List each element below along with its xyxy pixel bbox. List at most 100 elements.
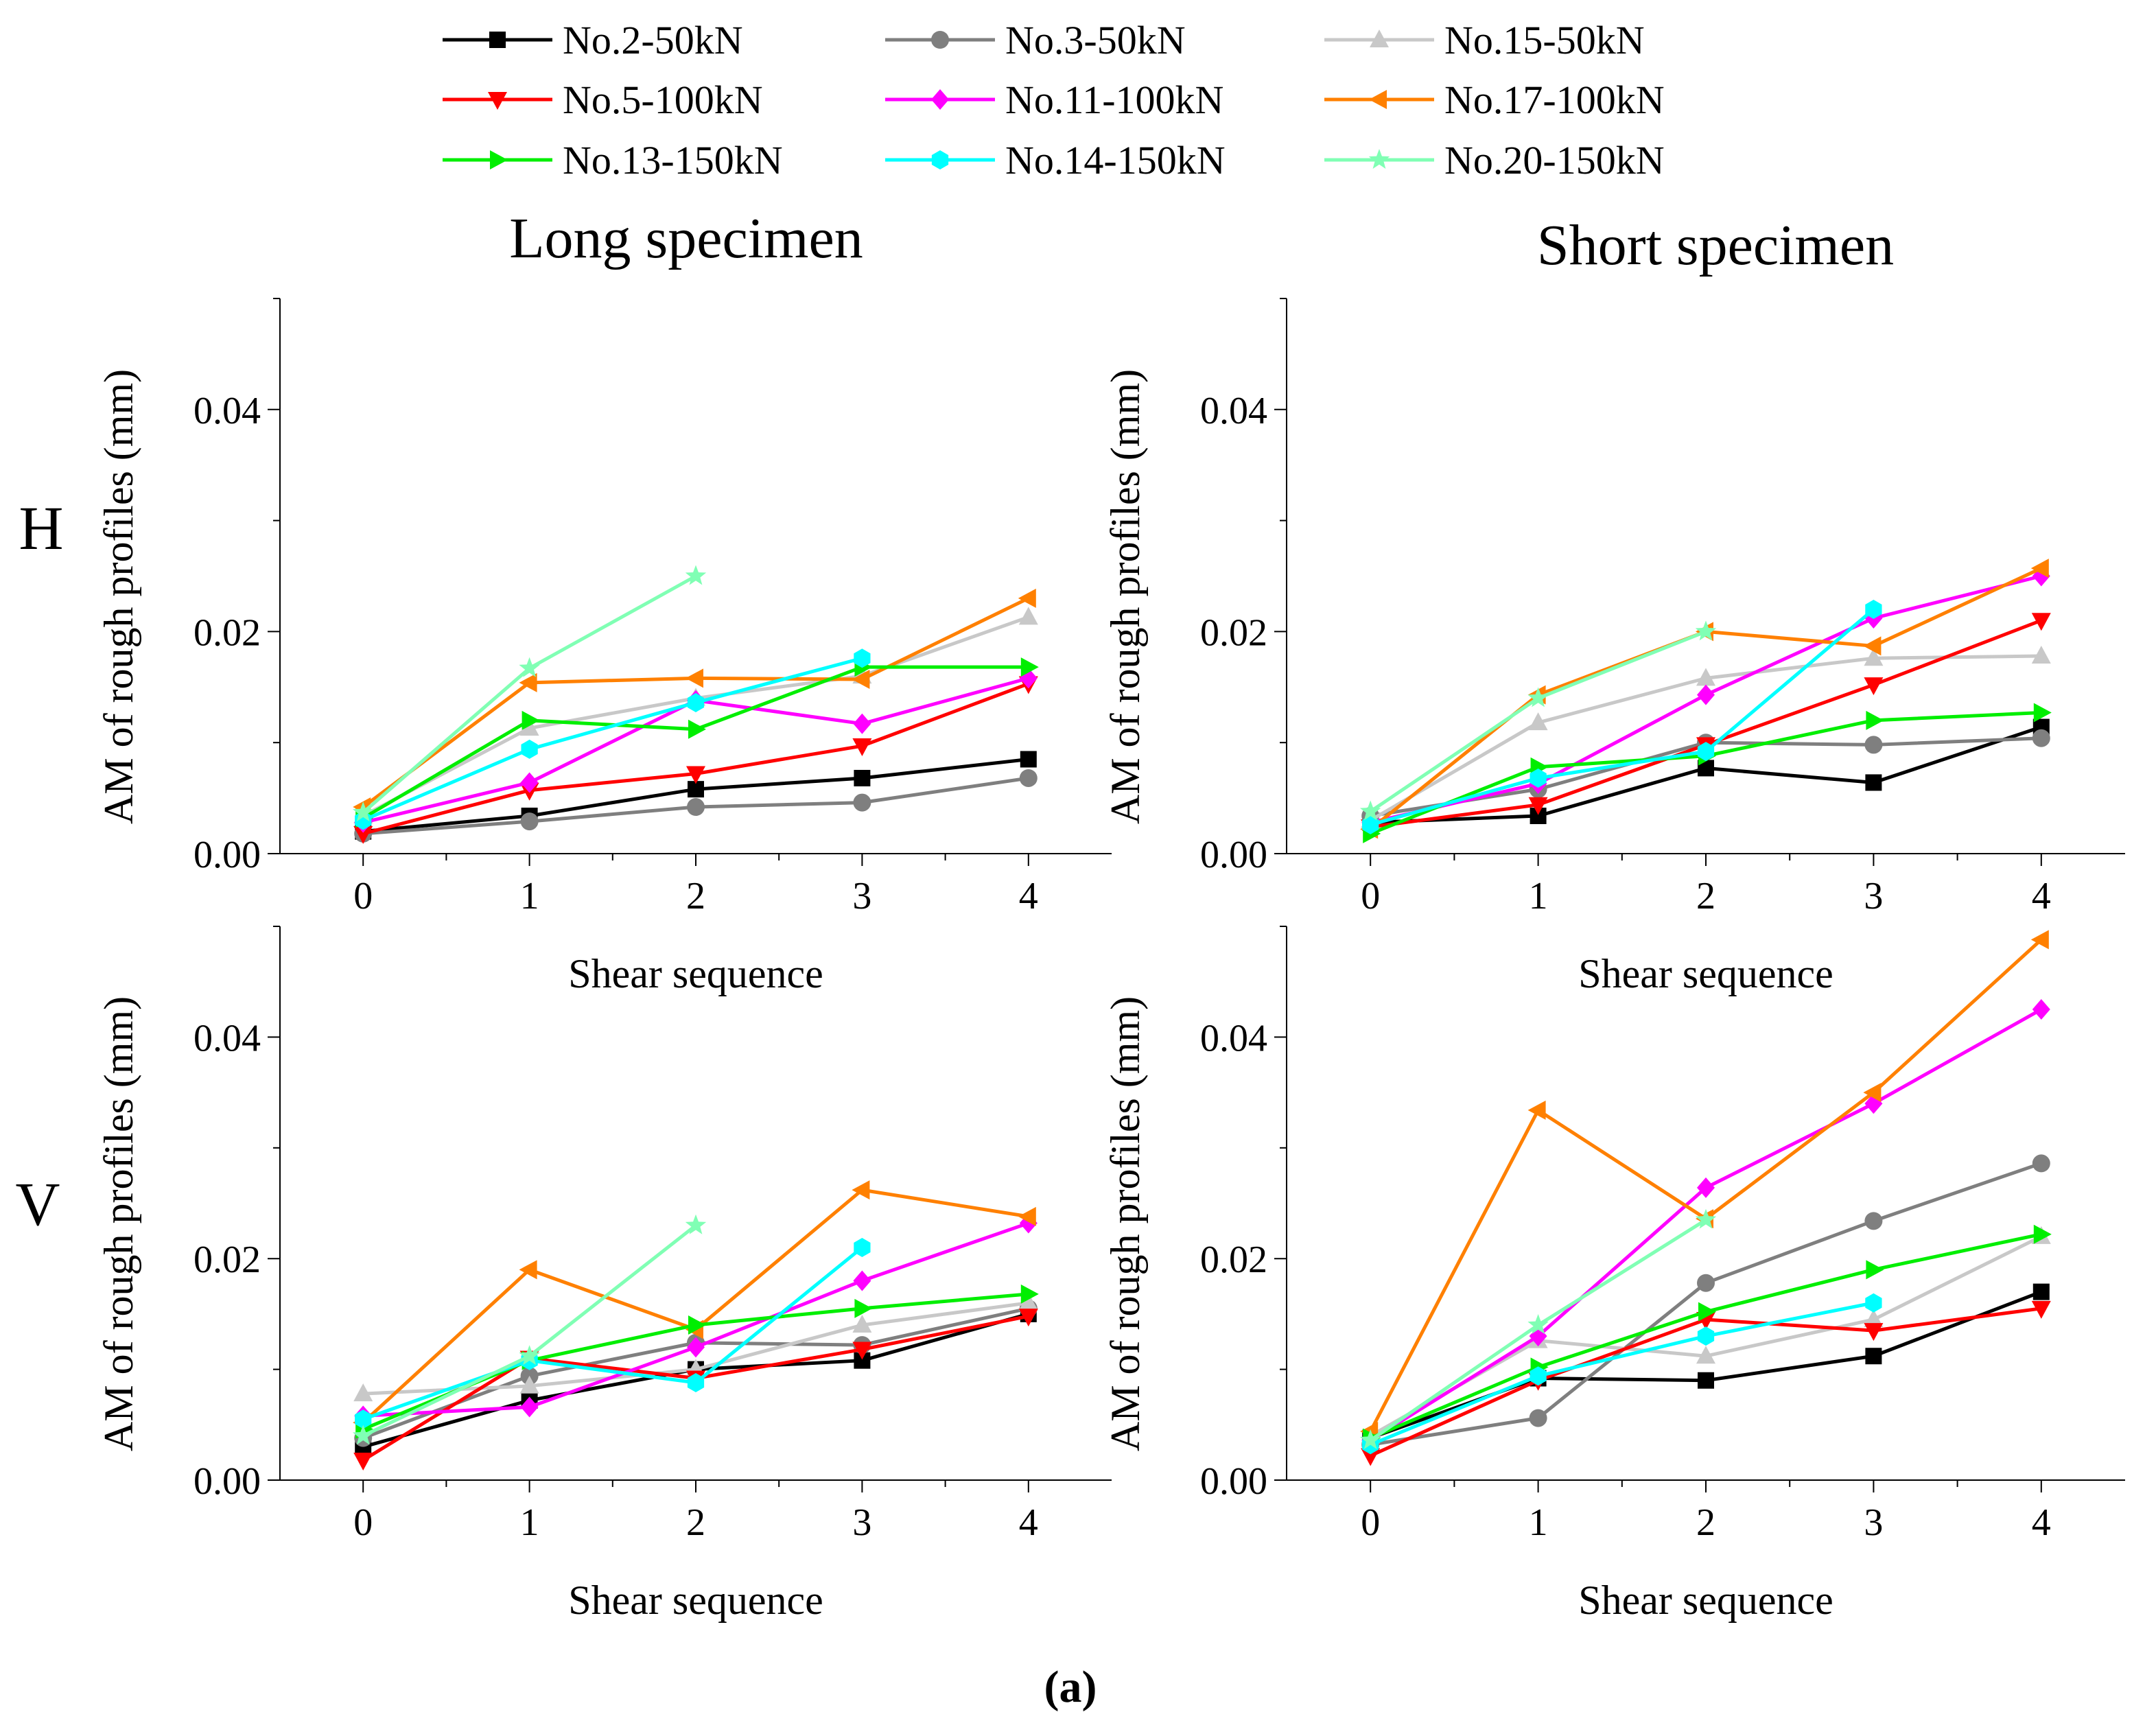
long-v-point-s20-1 (519, 1345, 540, 1366)
short-h-series-s14 (1362, 600, 1882, 834)
legend-marker-s17 (1369, 90, 1387, 109)
short-h-point-s15-4 (2031, 645, 2051, 664)
long-v-point-s20-2 (685, 1214, 707, 1234)
long-h-point-s14-3 (854, 648, 871, 668)
long-v-xtick-label: 3 (852, 1501, 871, 1544)
short-v-point-s17-3 (1863, 1083, 1882, 1103)
short-v-ytick-label: 0.02 (1200, 1239, 1267, 1281)
long-h-point-s13-1 (522, 710, 540, 730)
long-h-point-s20-1 (519, 657, 540, 677)
short-v-xtick-label: 0 (1361, 1501, 1380, 1544)
long-v-point-s17-1 (519, 1260, 537, 1280)
long-h-point-s13-2 (688, 719, 706, 739)
legend-item-s15: No.15-50kN (1324, 18, 1645, 62)
long-h-point-s5-0 (353, 825, 373, 844)
short-h-xtick-label: 3 (1864, 875, 1883, 917)
short-v-xtick-label: 1 (1529, 1501, 1548, 1544)
legend-item-s13: No.13-150kN (443, 138, 783, 183)
legend-marker-s15 (1370, 30, 1389, 47)
long-h-point-s14-1 (521, 739, 538, 759)
legend-marker-s13 (490, 150, 508, 169)
short-v-series-s20 (1359, 1208, 1717, 1449)
long-h-point-s15-1 (519, 718, 539, 736)
long-h-ytick-label: 0.04 (194, 390, 261, 432)
long-h-point-s11-3 (853, 713, 871, 734)
panel-long-h: 0.00 0.02 0.04 0 1 2 3 4 Shear sequence AM of rou… (96, 298, 1112, 996)
short-v-xtick-label: 4 (2032, 1501, 2051, 1544)
legend-label-s15: No.15-50kN (1444, 18, 1645, 62)
panel-short-v: 0.00 0.02 0.04 0 1 2 3 4 Shear sequence AM of rou… (1103, 926, 2125, 1623)
long-h-point-s20-0 (352, 801, 374, 822)
short-v-xtick-label: 3 (1864, 1501, 1883, 1544)
legend-item-s11: No.11-100kN (885, 78, 1223, 122)
short-h-point-s3-4 (2032, 729, 2050, 747)
short-h-xtick-label: 2 (1696, 875, 1715, 917)
long-v-point-s17-3 (852, 1180, 870, 1200)
panel-short-h: 0.00 0.02 0.04 0 1 2 3 4 Shear sequence AM of rou… (1103, 298, 2125, 996)
legend-label-s5: No.5-100kN (563, 78, 763, 122)
short-h-xtick-label: 4 (2032, 875, 2051, 917)
short-v-point-s15-2 (1696, 1346, 1715, 1364)
long-h-point-s3-4 (1019, 769, 1038, 787)
long-v-xtick-label: 2 (686, 1501, 705, 1544)
long-v-series-s20 (352, 1214, 707, 1445)
short-v-series-s5 (1361, 1300, 2051, 1466)
short-v-point-s11-2 (1697, 1177, 1715, 1198)
short-h-y-axis-label: AM of rough profiles (mm) (1103, 369, 1148, 824)
short-h-line-s14 (1370, 608, 1875, 827)
long-h-point-s3-3 (853, 793, 871, 812)
short-h-xtick-label: 1 (1529, 875, 1548, 917)
short-h-point-s20-1 (1527, 687, 1549, 707)
short-h-series-s20 (1359, 620, 1717, 821)
legend-marker-s5 (488, 92, 507, 110)
legend-marker-s14 (931, 150, 949, 169)
legend-item-s14: No.14-150kN (885, 138, 1226, 183)
long-v-x-axis-label: Shear sequence (568, 1578, 823, 1623)
legend-label-s17: No.17-100kN (1444, 78, 1665, 122)
legend-marker-s11 (931, 89, 949, 110)
short-v-line-s14 (1370, 1301, 1874, 1446)
long-h-point-s14-2 (687, 692, 705, 712)
short-h-point-s14-0 (1362, 815, 1379, 834)
short-h-point-s11-2 (1697, 684, 1715, 705)
long-h-xtick-label: 1 (520, 875, 539, 917)
legend-item-s3: No.3-50kN (885, 18, 1186, 62)
long-h-point-s17-2 (686, 668, 703, 688)
long-h-point-s3-2 (687, 798, 705, 817)
long-v-point-s17-4 (1018, 1206, 1036, 1226)
long-v-point-s15-4 (1018, 1292, 1038, 1311)
long-h-point-s17-3 (852, 669, 870, 689)
panels: 0.00 0.02 0.04 0 1 2 3 4 Shear sequence AM of rou… (96, 298, 2125, 1623)
short-v-point-s2-4 (2032, 1283, 2050, 1300)
short-h-point-s17-3 (1863, 636, 1882, 656)
legend-marker-s20 (1368, 149, 1390, 169)
long-v-xtick-label: 0 (353, 1501, 373, 1544)
legend-label-s11: No.11-100kN (1005, 78, 1223, 122)
short-h-series-s11 (1361, 565, 2050, 833)
short-v-point-s17-1 (1527, 1100, 1546, 1120)
long-v-point-s11-3 (853, 1270, 871, 1291)
long-v-point-s13-4 (1020, 1284, 1039, 1304)
panel-long-v: 0.00 0.02 0.04 0 1 2 3 4 Shear sequence AM of rou… (96, 926, 1112, 1623)
long-h-point-s5-3 (852, 738, 872, 757)
long-v-ytick-label: 0.02 (194, 1239, 261, 1281)
long-v-point-s5-3 (852, 1341, 872, 1360)
short-h-point-s3-3 (1864, 736, 1883, 754)
short-h-point-s14-3 (1865, 600, 1882, 620)
row-label-v: V (16, 1171, 60, 1239)
legend-marker-s2 (489, 32, 506, 48)
legend-marker-s3 (931, 31, 949, 49)
legend: No.2-50kN No.3-50kN No.15-50kN No.5-100kN No… (443, 18, 1665, 183)
long-h-xtick-label: 3 (852, 875, 871, 917)
long-h-point-s13-4 (1020, 657, 1039, 677)
short-h-point-s5-1 (1528, 797, 1548, 815)
short-v-point-s13-2 (1698, 1302, 1716, 1322)
short-v-x-axis-label: Shear sequence (1578, 1578, 1833, 1623)
long-h-point-s11-1 (520, 772, 539, 793)
long-v-point-s14-0 (355, 1409, 372, 1429)
long-v-ytick-label: 0.04 (194, 1017, 261, 1059)
long-h-line-s14 (362, 656, 863, 822)
long-h-point-s2-4 (1020, 751, 1037, 768)
short-v-point-s14-3 (1865, 1293, 1882, 1313)
